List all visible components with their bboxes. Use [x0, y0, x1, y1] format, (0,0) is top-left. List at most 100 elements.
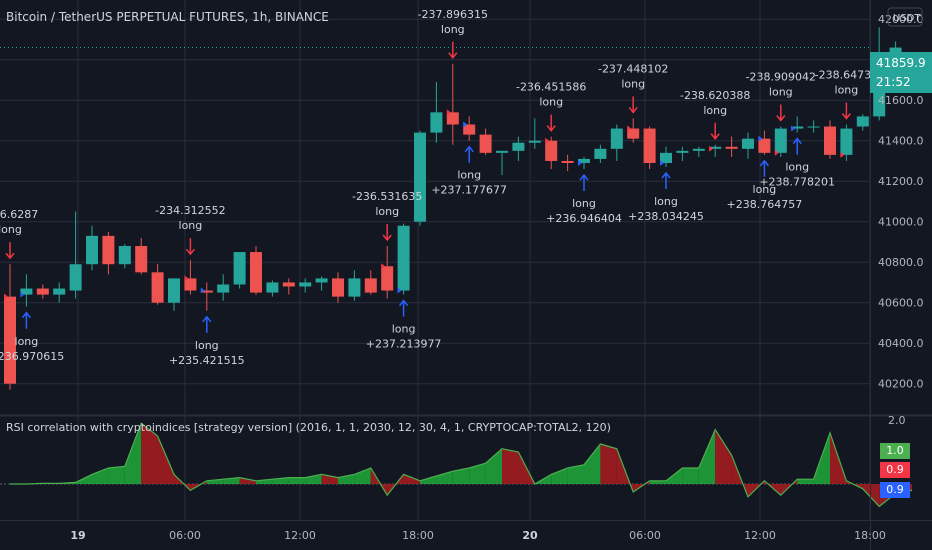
indicator-area-segment [551, 468, 568, 484]
price-tick-label: 40400.0 [878, 337, 924, 350]
candle-body [774, 128, 787, 153]
indicator-area-segment [452, 468, 470, 484]
candle-body [184, 278, 197, 291]
exit-signal-label: long [769, 86, 793, 99]
long-signal-label: long [785, 161, 809, 174]
candle-body [397, 225, 410, 291]
exit-arrow-head [5, 252, 15, 260]
indicator-title[interactable]: RSI correlation with cryptoindices [stra… [6, 421, 611, 434]
time-tick-label: 06:00 [169, 529, 201, 542]
price-tick-label: 40800.0 [878, 256, 924, 269]
indicator-area-segment [420, 476, 437, 484]
entry-marker [20, 291, 25, 298]
indicator-plot [0, 422, 913, 508]
price-tick-label: 40600.0 [878, 297, 924, 310]
candle-body [610, 128, 623, 149]
bar-countdown: 21:52 [876, 75, 911, 89]
indicator-value-label-2: 0.9 [880, 462, 910, 478]
indicator-area-segment [797, 479, 814, 484]
exit-arrow-head [448, 52, 458, 59]
long-arrow-head [579, 173, 589, 181]
candle-body [69, 264, 82, 291]
exit-signal-label: long [539, 96, 563, 109]
candle-body [856, 116, 869, 127]
exit-signal-label: long [0, 223, 22, 236]
exit-signal-label: long [703, 104, 727, 117]
time-tick-label: 18:00 [402, 529, 434, 542]
candle-body [250, 252, 262, 293]
exit-signal-profit: -238.64736 [815, 69, 878, 82]
candle-body [36, 288, 49, 295]
exit-signal-label: long [179, 219, 203, 232]
price-tick-label: 41000.0 [878, 216, 924, 229]
exit-signal-label: long [621, 77, 645, 90]
candle-body [168, 278, 180, 303]
exit-signal-profit: -237.896315 [418, 8, 488, 21]
long-signal-label: long [392, 323, 416, 336]
long-signal-profit: +238.034245 [628, 210, 704, 223]
symbol-title[interactable]: Bitcoin / TetherUS PERPETUAL FUTURES, 1h… [6, 10, 329, 24]
long-signal-label: long [457, 169, 481, 182]
price-tick-label: 40200.0 [878, 378, 924, 391]
candle-body [594, 148, 607, 159]
candle-body [791, 126, 804, 129]
candle-body [86, 235, 98, 265]
indicator-area-segment [403, 474, 420, 484]
candle-body [676, 150, 689, 153]
long-signal-profit: +236.946404 [546, 212, 622, 225]
time-tick-label: 12:00 [284, 529, 316, 542]
indicator-area-segment [141, 423, 158, 484]
indicator-area-segment [92, 468, 109, 484]
candle-body [381, 266, 394, 291]
exit-arrow-head [841, 113, 851, 120]
candle-body [430, 112, 443, 133]
exit-arrow-head [185, 248, 195, 256]
exit-signal-profit: -236.531635 [352, 190, 422, 203]
candle-body [496, 150, 508, 153]
exit-marker [381, 263, 386, 270]
indicator-area-segment [321, 474, 338, 484]
time-tick-label: 19 [70, 529, 85, 542]
indicator-value-label-3: 0.9 [880, 482, 910, 498]
candle-body [4, 296, 16, 384]
candle-body [758, 138, 771, 153]
candle-body [545, 140, 558, 161]
candle-body [364, 278, 377, 293]
exit-marker [184, 275, 189, 282]
trade-signals: -236.6287 long long +236.970615 -234.312552 l… [0, 8, 878, 367]
exit-marker [774, 149, 779, 156]
long-signal-profit: +237.177677 [431, 184, 507, 197]
long-arrow-head [759, 159, 769, 167]
indicator-area-segment [649, 480, 666, 484]
exit-signal-profit: -234.312552 [155, 204, 225, 217]
long-signal-profit: +235.421515 [169, 354, 245, 367]
entry-marker [578, 159, 582, 166]
exit-arrow-head [382, 234, 392, 242]
indicator-area-segment [485, 448, 502, 484]
indicator-area-segment [633, 480, 650, 492]
candle-body [824, 126, 836, 155]
currency-box [887, 7, 923, 27]
last-price: 41859.9 [876, 56, 926, 70]
long-signal-label: long [753, 183, 777, 196]
currency-label: USDT [893, 13, 921, 24]
exit-arrow-head [628, 106, 638, 114]
indicator-area-segment [288, 477, 306, 484]
candle-body [725, 146, 738, 149]
price-tick-label: 41400.0 [878, 135, 924, 148]
candle-body [217, 284, 230, 293]
candle-body [627, 128, 640, 139]
candle-body [479, 134, 492, 153]
indicator-area-segment [698, 429, 716, 484]
exit-signal-label: long [441, 23, 465, 36]
candle-body [643, 128, 656, 163]
long-signal-label: long [15, 335, 39, 348]
indicator-area-segment [124, 423, 142, 484]
candle-body [299, 282, 312, 287]
indicator-area-segment [666, 468, 683, 484]
exit-marker [545, 137, 550, 144]
long-signal-profit: +238.764757 [727, 198, 803, 211]
candle-body [709, 146, 722, 149]
